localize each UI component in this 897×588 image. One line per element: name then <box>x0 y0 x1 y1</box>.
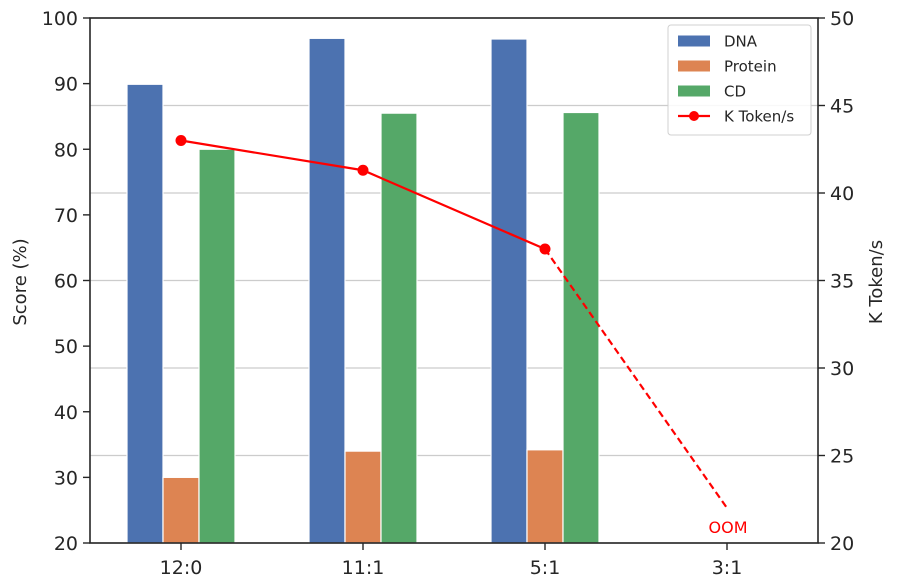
throughput-point-2 <box>539 243 551 255</box>
x-tick-label: 12:0 <box>160 557 203 579</box>
x-tick-label: 3:1 <box>712 557 743 579</box>
bar-dna-1 <box>308 37 346 544</box>
legend-swatch-cd <box>678 85 710 97</box>
bar-protein-1 <box>344 450 382 544</box>
y2-tick-label: 50 <box>830 8 854 30</box>
y2-tick-label: 35 <box>830 271 854 293</box>
bars <box>126 37 600 544</box>
legend-label: CD <box>724 83 746 101</box>
bar-protein-2 <box>526 449 564 544</box>
y-tick-label: 40 <box>54 402 78 424</box>
y2-tick-label: 20 <box>830 533 854 555</box>
x-axis-ticks: 12:0 11:1 5:1 3:1 <box>160 543 743 579</box>
bar-dna-0 <box>126 83 164 544</box>
right-axis-ticks: 20 25 30 35 40 45 50 <box>818 8 854 555</box>
annotations: OOM <box>709 518 748 537</box>
throughput-line <box>175 135 728 509</box>
y-tick-label: 20 <box>54 533 78 555</box>
legend-label: Protein <box>724 58 777 76</box>
throughput-point-1 <box>357 164 369 176</box>
y-axis-label: Score (%) <box>10 238 31 325</box>
bar-cd-2 <box>562 111 600 544</box>
throughput-dashed-segment <box>544 248 728 509</box>
legend-swatch-dna <box>678 35 710 47</box>
throughput-point-0 <box>175 135 187 146</box>
x-tick-label: 11:1 <box>342 557 385 579</box>
legend-label: DNA <box>724 33 758 51</box>
y-tick-label: 100 <box>42 8 78 30</box>
left-axis-ticks: 20 30 40 50 60 70 80 90 100 <box>42 8 90 555</box>
y2-tick-label: 30 <box>830 358 854 380</box>
throughput-solid-segment <box>180 139 546 251</box>
bar-cd-0 <box>198 148 236 544</box>
legend: DNA Protein CD K Token/s <box>667 24 812 136</box>
y2-tick-label: 45 <box>830 96 854 118</box>
y2-tick-label: 25 <box>830 446 854 468</box>
y2-axis-label: K Token/s <box>866 240 887 324</box>
y-tick-label: 70 <box>54 205 78 227</box>
oom-annotation: OOM <box>709 518 748 537</box>
y-tick-label: 60 <box>54 271 78 293</box>
legend-swatch-protein <box>678 60 710 72</box>
y-tick-label: 30 <box>54 467 78 489</box>
y-tick-label: 90 <box>54 74 78 96</box>
y2-tick-label: 40 <box>830 183 854 205</box>
y-tick-label: 80 <box>54 139 78 161</box>
x-tick-label: 5:1 <box>530 557 561 579</box>
bar-dna-2 <box>490 38 528 544</box>
bar-protein-0 <box>162 476 200 544</box>
legend-swatch-marker <box>689 111 699 121</box>
y-tick-label: 50 <box>54 336 78 358</box>
legend-label: K Token/s <box>724 108 794 126</box>
bar-cd-1 <box>380 112 418 544</box>
legend-box <box>667 24 812 136</box>
